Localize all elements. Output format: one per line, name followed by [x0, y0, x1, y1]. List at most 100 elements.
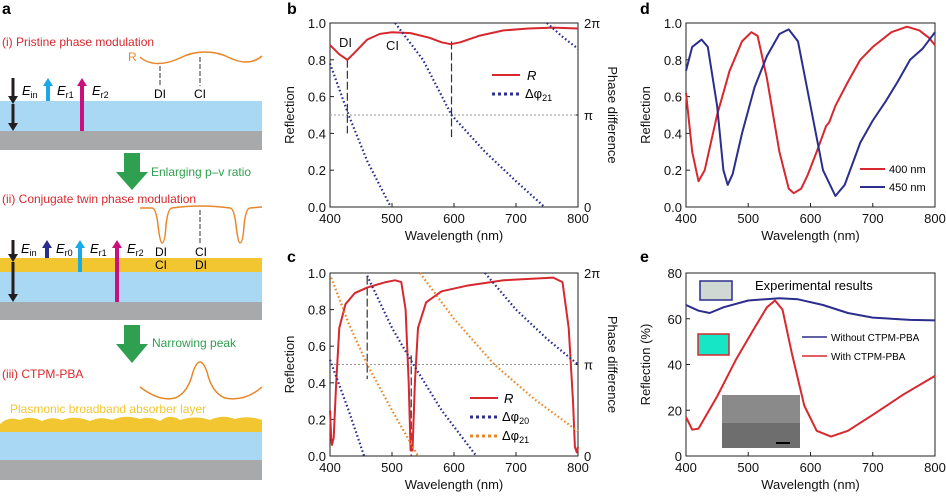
series-line-R [329, 26, 579, 61]
x-tick-label: 700 [862, 460, 884, 475]
metal-layer [0, 258, 262, 272]
step3-title: (iii) CTPM-PBA [2, 367, 83, 381]
legend-label-without: Without CTPM-PBA [831, 333, 920, 344]
y-tick-label: 0.8 [308, 303, 326, 318]
y-axis-label: Reflection [282, 336, 297, 394]
series-line-Δφ20 [366, 275, 478, 457]
y-tick-label: 60 [668, 312, 682, 327]
x-tick-label: 500 [381, 460, 403, 475]
x-axis-label: Wavelength (nm) [761, 477, 860, 492]
dielectric-layer [0, 272, 262, 302]
inset-photo-without [699, 280, 733, 301]
y-tick-label: 1.0 [664, 16, 682, 31]
legend-label-450nm: 450 nm [889, 182, 926, 194]
series-line-400-nm [685, 25, 936, 195]
legend-label-phase21: Δφ21 [525, 86, 552, 103]
r-curve-label: R [128, 50, 137, 64]
chart-e-title: Experimental results [755, 278, 873, 293]
arrow-head-icon [8, 254, 18, 262]
narrow-peak-curve [139, 361, 263, 400]
di-label: DI [195, 258, 207, 272]
x-tick-label: 800 [567, 460, 589, 475]
y2-axis-label: Phase difference [605, 66, 620, 163]
plasmonic-absorber-layer [0, 416, 262, 432]
ci-label: CI [155, 258, 167, 272]
x-tick-label: 800 [924, 211, 946, 226]
pristine-reflection-curve [139, 51, 263, 65]
field-label: Ein [22, 83, 38, 100]
series-line-Δφ21 [330, 277, 419, 457]
di-label: DI [154, 87, 166, 101]
x-tick-label: 500 [381, 211, 403, 226]
arrow-head-icon [42, 240, 52, 248]
y-tick-label: 0.0 [308, 449, 326, 464]
arrow1-label: Enlarging p–v ratio [151, 165, 251, 179]
y-axis-label: Reflection [638, 86, 653, 144]
step1-title: (i) Pristine phase modulation [2, 35, 154, 49]
x-axis-label: Wavelength (nm) [405, 228, 504, 243]
y-tick-label: 0.6 [308, 339, 326, 354]
substrate-layer [0, 302, 262, 320]
panel-label-d: d [640, 1, 650, 18]
y-tick-label: 80 [668, 266, 682, 281]
y2-tick-label: 2π [584, 16, 600, 31]
legend-label-r: R [504, 391, 513, 406]
legend-label-r: R [527, 68, 536, 83]
arrow-head-icon [8, 294, 18, 302]
y-tick-label: 1.0 [308, 16, 326, 31]
green-down-arrow-icon [116, 153, 148, 190]
series-line-450-nm [685, 28, 936, 197]
ci-label: CI [195, 245, 207, 259]
legend-label-with: With CTPM-PBA [831, 352, 906, 363]
chart-d: 400 500 600 700 800 0.0 0.2 0.4 0.6 0.8 1.0 Wavelen… [638, 16, 946, 243]
chart-c: 400 500 600 700 800 0.0 0.2 0.4 0.6 0.8 1.0 Wavelen… [282, 266, 620, 492]
absorber-label: Plasmonic broadband absorber layer [10, 402, 206, 416]
field-label: Er1 [90, 241, 107, 258]
x-tick-label: 700 [505, 460, 527, 475]
x-tick-label: 800 [924, 460, 946, 475]
series-line-R [329, 276, 579, 454]
arrow-head-icon [75, 240, 85, 248]
panel-label-b: b [287, 1, 297, 18]
arrow-head-icon [8, 123, 18, 131]
arrow-head-icon [8, 96, 18, 104]
legend-label-400nm: 400 nm [889, 164, 926, 176]
panel-label-a: a [2, 1, 11, 18]
arrow-head-icon [77, 78, 87, 86]
y-tick-label: 0.0 [308, 200, 326, 215]
x-tick-label: 500 [737, 211, 759, 226]
arrow-head-icon [43, 78, 53, 86]
y2-tick-label: π [584, 358, 593, 373]
series-line-Δφ20 [484, 272, 579, 366]
field-label: Ein [21, 241, 37, 258]
panel-label-c: c [287, 249, 296, 266]
series-line-Without-CTPM-PBA [685, 297, 936, 322]
x-tick-label: 400 [675, 460, 697, 475]
y-tick-label: 0.6 [664, 90, 682, 105]
arrow-head-icon [112, 240, 122, 248]
x-tick-label: 600 [800, 211, 822, 226]
y2-tick-label: 0 [584, 200, 591, 215]
sem-inset-image [722, 395, 800, 448]
y-axis-label: Reflection (%) [638, 324, 653, 406]
x-tick-label: 700 [862, 211, 884, 226]
di-label: DI [155, 245, 167, 259]
series-line-Δφ21 [328, 63, 392, 208]
x-tick-label: 800 [567, 211, 589, 226]
y2-tick-label: 2π [584, 266, 600, 281]
green-down-arrow-icon [116, 325, 148, 363]
x-tick-label: 600 [443, 211, 465, 226]
y-tick-label: 0 [675, 449, 682, 464]
y-axis-label: Reflection [282, 86, 297, 144]
x-tick-label: 500 [737, 460, 759, 475]
x-tick-label: 400 [319, 460, 341, 475]
plot-frame [685, 22, 936, 208]
field-label: Er0 [56, 241, 73, 258]
y-tick-label: 0.8 [664, 53, 682, 68]
inset-photo-with [697, 333, 730, 356]
y-tick-label: 40 [668, 358, 682, 373]
y-tick-label: 0.6 [308, 90, 326, 105]
field-label: Er1 [57, 83, 74, 100]
x-tick-label: 600 [443, 460, 465, 475]
